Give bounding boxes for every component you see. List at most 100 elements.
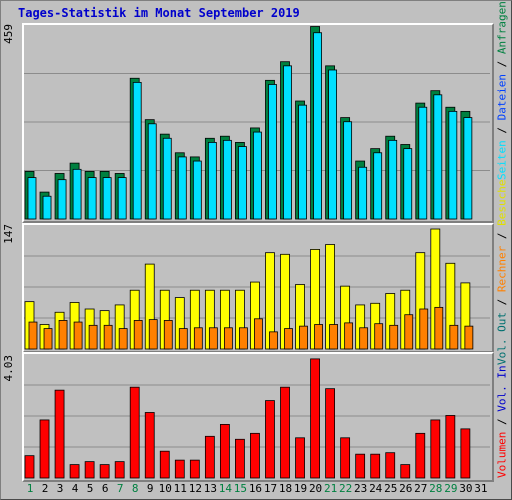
bar-rechner-25 [389, 324, 399, 350]
x-tick-label-2: 2 [41, 482, 49, 495]
bar-volumen-13 [204, 435, 215, 479]
bar-rechner-26 [404, 314, 414, 350]
bar-dateien-10 [162, 137, 172, 220]
bar-dateien-14 [222, 139, 232, 220]
bar-dateien-1 [27, 177, 37, 220]
x-tick-label-19: 19 [293, 482, 308, 495]
bar-volumen-7 [114, 461, 125, 479]
x-tick-label-28: 28 [429, 482, 443, 495]
bar-dateien-24 [373, 152, 383, 220]
legend-volumen: Volumen [495, 431, 509, 478]
x-tick-label-17: 17 [263, 482, 278, 495]
x-tick-label-7: 7 [116, 482, 124, 495]
bar-rechner-9 [148, 319, 158, 350]
bar-dateien-8 [132, 81, 142, 220]
x-tick-label-31: 31 [474, 482, 488, 495]
bar-rechner-6 [103, 324, 113, 350]
bar-volumen-8 [129, 386, 140, 479]
x-tick-label-3: 3 [56, 482, 64, 495]
bar-rechner-1 [28, 321, 38, 350]
bar-dateien-3 [57, 179, 67, 220]
bar-volumen-2 [39, 419, 50, 479]
bar-rechner-4 [73, 321, 83, 350]
bar-rechner-29 [449, 324, 459, 350]
bar-rechner-8 [133, 320, 143, 350]
bar-rechner-28 [434, 306, 444, 350]
bar-rechner-10 [163, 320, 173, 350]
bar-volumen-14 [219, 424, 230, 479]
bar-rechner-24 [374, 323, 384, 350]
x-tick-label-8: 8 [131, 482, 139, 495]
bar-volumen-24 [370, 453, 381, 479]
x-tick-label-30: 30 [459, 482, 473, 495]
bar-dateien-7 [117, 177, 127, 220]
bar-dateien-6 [102, 177, 112, 220]
bar-volumen-9 [144, 412, 155, 479]
right-legend: Volumen / Vol. In Vol. Out / Rechner / B… [494, 1, 510, 478]
bar-rechner-16 [254, 318, 263, 350]
bar-volumen-25 [385, 452, 396, 479]
bar-volumen-4 [69, 464, 80, 479]
bar-dateien-4 [72, 168, 82, 220]
bar-dateien-19 [298, 104, 307, 220]
legend-vol-in: Vol. In [495, 365, 509, 412]
bar-dateien-16 [253, 131, 262, 220]
bar-dateien-18 [283, 65, 292, 220]
x-tick-label-10: 10 [158, 482, 172, 495]
bar-volumen-5 [84, 461, 95, 479]
bar-volumen-17 [265, 400, 275, 479]
bar-volumen-30 [460, 428, 471, 479]
bar-rechner-5 [88, 324, 98, 350]
bar-volumen-15 [235, 438, 245, 479]
bar-volumen-12 [189, 459, 200, 479]
bar-volumen-16 [250, 432, 260, 479]
legend-bottom-group: Volumen / Vol. In [495, 365, 509, 478]
bar-volumen-3 [54, 389, 65, 479]
legend-anfragen: Anfragen [495, 1, 509, 55]
bar-volumen-26 [400, 464, 411, 479]
bar-volumen-10 [159, 450, 170, 479]
bar-dateien-21 [328, 69, 338, 220]
bar-rechner-19 [299, 325, 308, 350]
x-tick-label-27: 27 [414, 482, 428, 495]
bar-dateien-17 [268, 84, 277, 220]
x-tick-label-25: 25 [384, 482, 398, 495]
bar-dateien-23 [358, 166, 368, 220]
bar-rechner-12 [193, 327, 203, 350]
bar-rechner-17 [269, 331, 278, 350]
bar-volumen-22 [340, 437, 351, 479]
bar-dateien-30 [463, 117, 473, 220]
bar-volumen-28 [430, 419, 441, 479]
bar-dateien-12 [192, 160, 202, 220]
bar-rechner-2 [43, 328, 53, 350]
bar-volumen-11 [174, 459, 185, 479]
x-tick-label-13: 13 [203, 482, 217, 495]
bar-volumen-20 [310, 358, 320, 479]
bar-rechner-30 [464, 325, 474, 350]
bar-dateien-5 [87, 177, 97, 220]
x-tick-label-1: 1 [26, 482, 34, 495]
legend-vol-out: Vol. Out [495, 312, 509, 366]
x-tick-label-24: 24 [369, 482, 383, 495]
x-tick-label-21: 21 [323, 482, 338, 495]
bar-rechner-3 [58, 320, 68, 350]
bar-rechner-20 [314, 324, 323, 350]
x-tick-label-18: 18 [278, 482, 293, 495]
bar-rechner-22 [344, 322, 354, 350]
bar-rechner-23 [359, 327, 369, 350]
x-tick-label-16: 16 [248, 482, 263, 495]
bar-volumen-6 [99, 464, 110, 479]
chart-title: Tages-Statistik im Monat September 2019 [18, 6, 300, 20]
bar-dateien-13 [207, 142, 217, 220]
bar-volumen-19 [295, 437, 305, 479]
bar-dateien-26 [403, 148, 413, 220]
x-tick-label-26: 26 [399, 482, 413, 495]
x-tick-label-29: 29 [444, 482, 458, 495]
bar-volumen-18 [280, 386, 290, 479]
x-tick-label-6: 6 [101, 482, 109, 495]
bar-dateien-22 [343, 121, 353, 220]
x-tick-label-11: 11 [173, 482, 187, 495]
legend-top-group: Seiten / Dateien / Anfragen [495, 1, 509, 180]
legend-middle-group: Vol. Out / Rechner / Besuche [495, 179, 509, 366]
